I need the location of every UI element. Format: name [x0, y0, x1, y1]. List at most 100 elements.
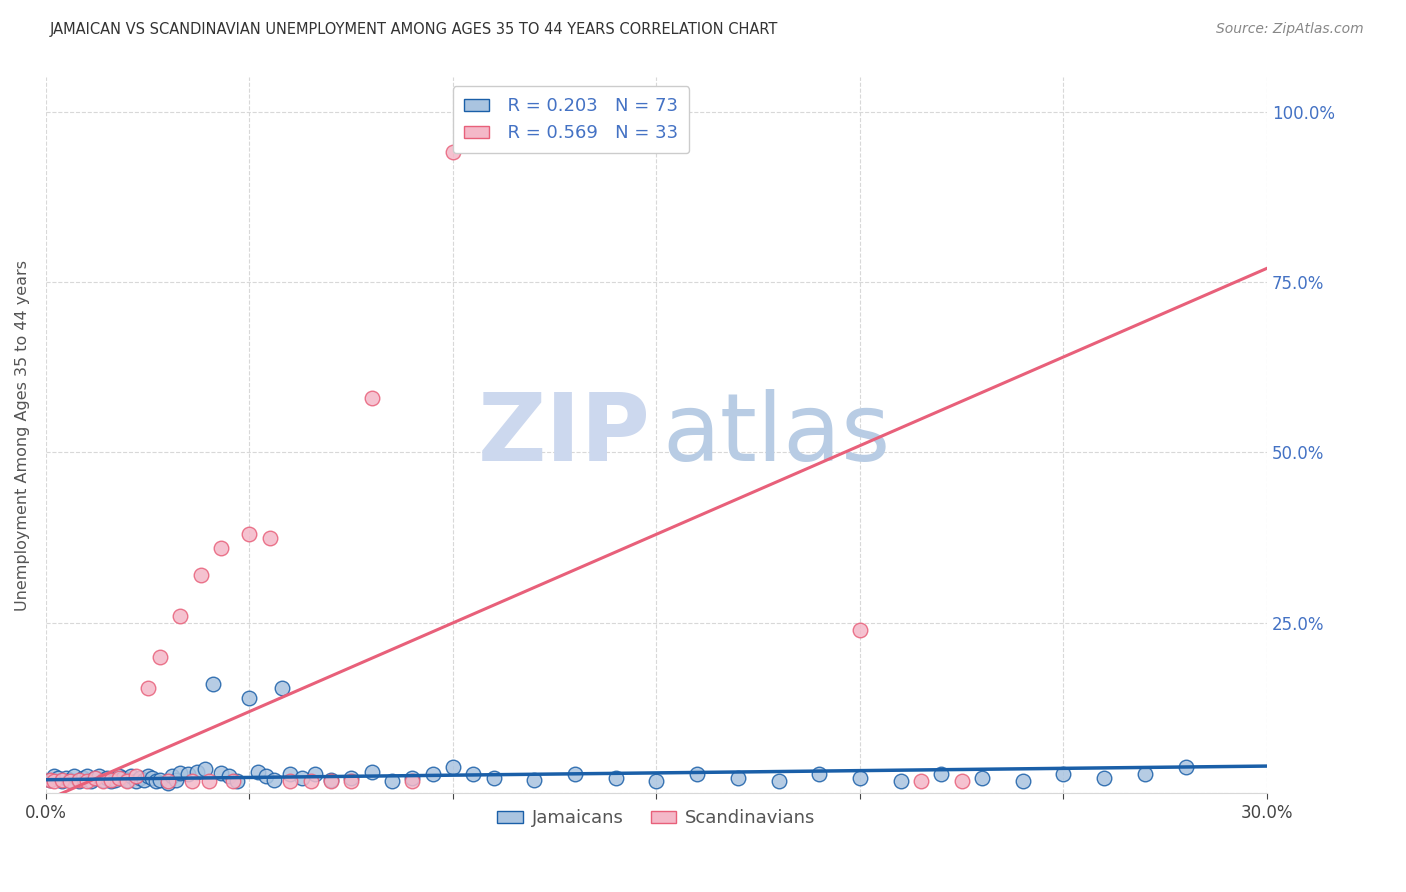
- Point: [80, 774, 103, 789]
- Point: [222, 774, 245, 789]
- Point: [1174, 760, 1197, 774]
- Point: [768, 774, 790, 789]
- Point: [849, 623, 872, 637]
- Point: [83, 772, 105, 786]
- Point: [970, 772, 993, 786]
- Point: [319, 772, 342, 787]
- Point: [96, 772, 118, 786]
- Point: [259, 531, 281, 545]
- Point: [1011, 774, 1033, 789]
- Point: [104, 772, 127, 787]
- Point: [117, 772, 139, 787]
- Point: [291, 772, 314, 786]
- Point: [271, 681, 294, 695]
- Point: [181, 774, 204, 789]
- Legend: Jamaicans, Scandinavians: Jamaicans, Scandinavians: [491, 802, 823, 834]
- Point: [46, 772, 69, 786]
- Point: [890, 774, 912, 789]
- Point: [201, 677, 224, 691]
- Point: [124, 774, 146, 789]
- Point: [67, 772, 90, 787]
- Point: [401, 774, 423, 789]
- Point: [1133, 767, 1156, 781]
- Point: [51, 774, 73, 789]
- Text: JAMAICAN VS SCANDINAVIAN UNEMPLOYMENT AMONG AGES 35 TO 44 YEARS CORRELATION CHAR: JAMAICAN VS SCANDINAVIAN UNEMPLOYMENT AM…: [49, 22, 778, 37]
- Point: [441, 145, 464, 160]
- Point: [39, 772, 62, 787]
- Point: [340, 772, 363, 786]
- Point: [132, 772, 155, 787]
- Text: ZIP: ZIP: [478, 390, 651, 482]
- Point: [910, 774, 932, 789]
- Point: [87, 769, 110, 783]
- Point: [136, 769, 159, 783]
- Point: [197, 774, 219, 789]
- Point: [124, 769, 146, 783]
- Point: [441, 760, 464, 774]
- Point: [186, 764, 208, 779]
- Point: [686, 767, 709, 781]
- Point: [157, 774, 180, 789]
- Point: [463, 767, 485, 781]
- Point: [931, 767, 953, 781]
- Point: [108, 769, 131, 783]
- Point: [319, 774, 342, 789]
- Point: [278, 774, 301, 789]
- Point: [63, 769, 86, 783]
- Point: [218, 769, 240, 783]
- Point: [100, 774, 122, 789]
- Point: [226, 774, 249, 789]
- Point: [149, 650, 172, 665]
- Point: [246, 764, 269, 779]
- Point: [120, 769, 142, 783]
- Point: [91, 772, 114, 787]
- Point: [340, 774, 363, 789]
- Text: atlas: atlas: [662, 390, 891, 482]
- Point: [564, 767, 586, 781]
- Point: [59, 774, 82, 789]
- Point: [304, 767, 326, 781]
- Point: [238, 527, 260, 541]
- Point: [51, 772, 73, 787]
- Point: [59, 772, 82, 787]
- Point: [76, 774, 98, 789]
- Point: [169, 765, 191, 780]
- Point: [169, 609, 191, 624]
- Point: [177, 767, 200, 781]
- Point: [209, 541, 232, 555]
- Point: [263, 772, 285, 787]
- Point: [42, 769, 65, 783]
- Point: [112, 772, 135, 786]
- Point: [482, 772, 505, 786]
- Point: [157, 776, 180, 790]
- Point: [1052, 767, 1074, 781]
- Point: [141, 772, 163, 786]
- Point: [91, 774, 114, 789]
- Point: [278, 767, 301, 781]
- Point: [42, 774, 65, 789]
- Point: [238, 690, 260, 705]
- Point: [808, 767, 831, 781]
- Point: [381, 774, 404, 789]
- Point: [194, 763, 217, 777]
- Point: [727, 772, 749, 786]
- Point: [108, 772, 131, 786]
- Point: [849, 772, 872, 786]
- Text: Source: ZipAtlas.com: Source: ZipAtlas.com: [1216, 22, 1364, 37]
- Point: [209, 765, 232, 780]
- Point: [128, 772, 150, 786]
- Point: [401, 772, 423, 786]
- Point: [39, 772, 62, 787]
- Y-axis label: Unemployment Among Ages 35 to 44 years: Unemployment Among Ages 35 to 44 years: [15, 260, 30, 611]
- Point: [72, 772, 94, 786]
- Point: [605, 772, 627, 786]
- Point: [360, 391, 382, 405]
- Point: [83, 772, 105, 786]
- Point: [136, 681, 159, 695]
- Point: [422, 767, 444, 781]
- Point: [299, 774, 322, 789]
- Point: [523, 772, 546, 787]
- Point: [100, 772, 122, 787]
- Point: [149, 772, 172, 787]
- Point: [145, 774, 167, 789]
